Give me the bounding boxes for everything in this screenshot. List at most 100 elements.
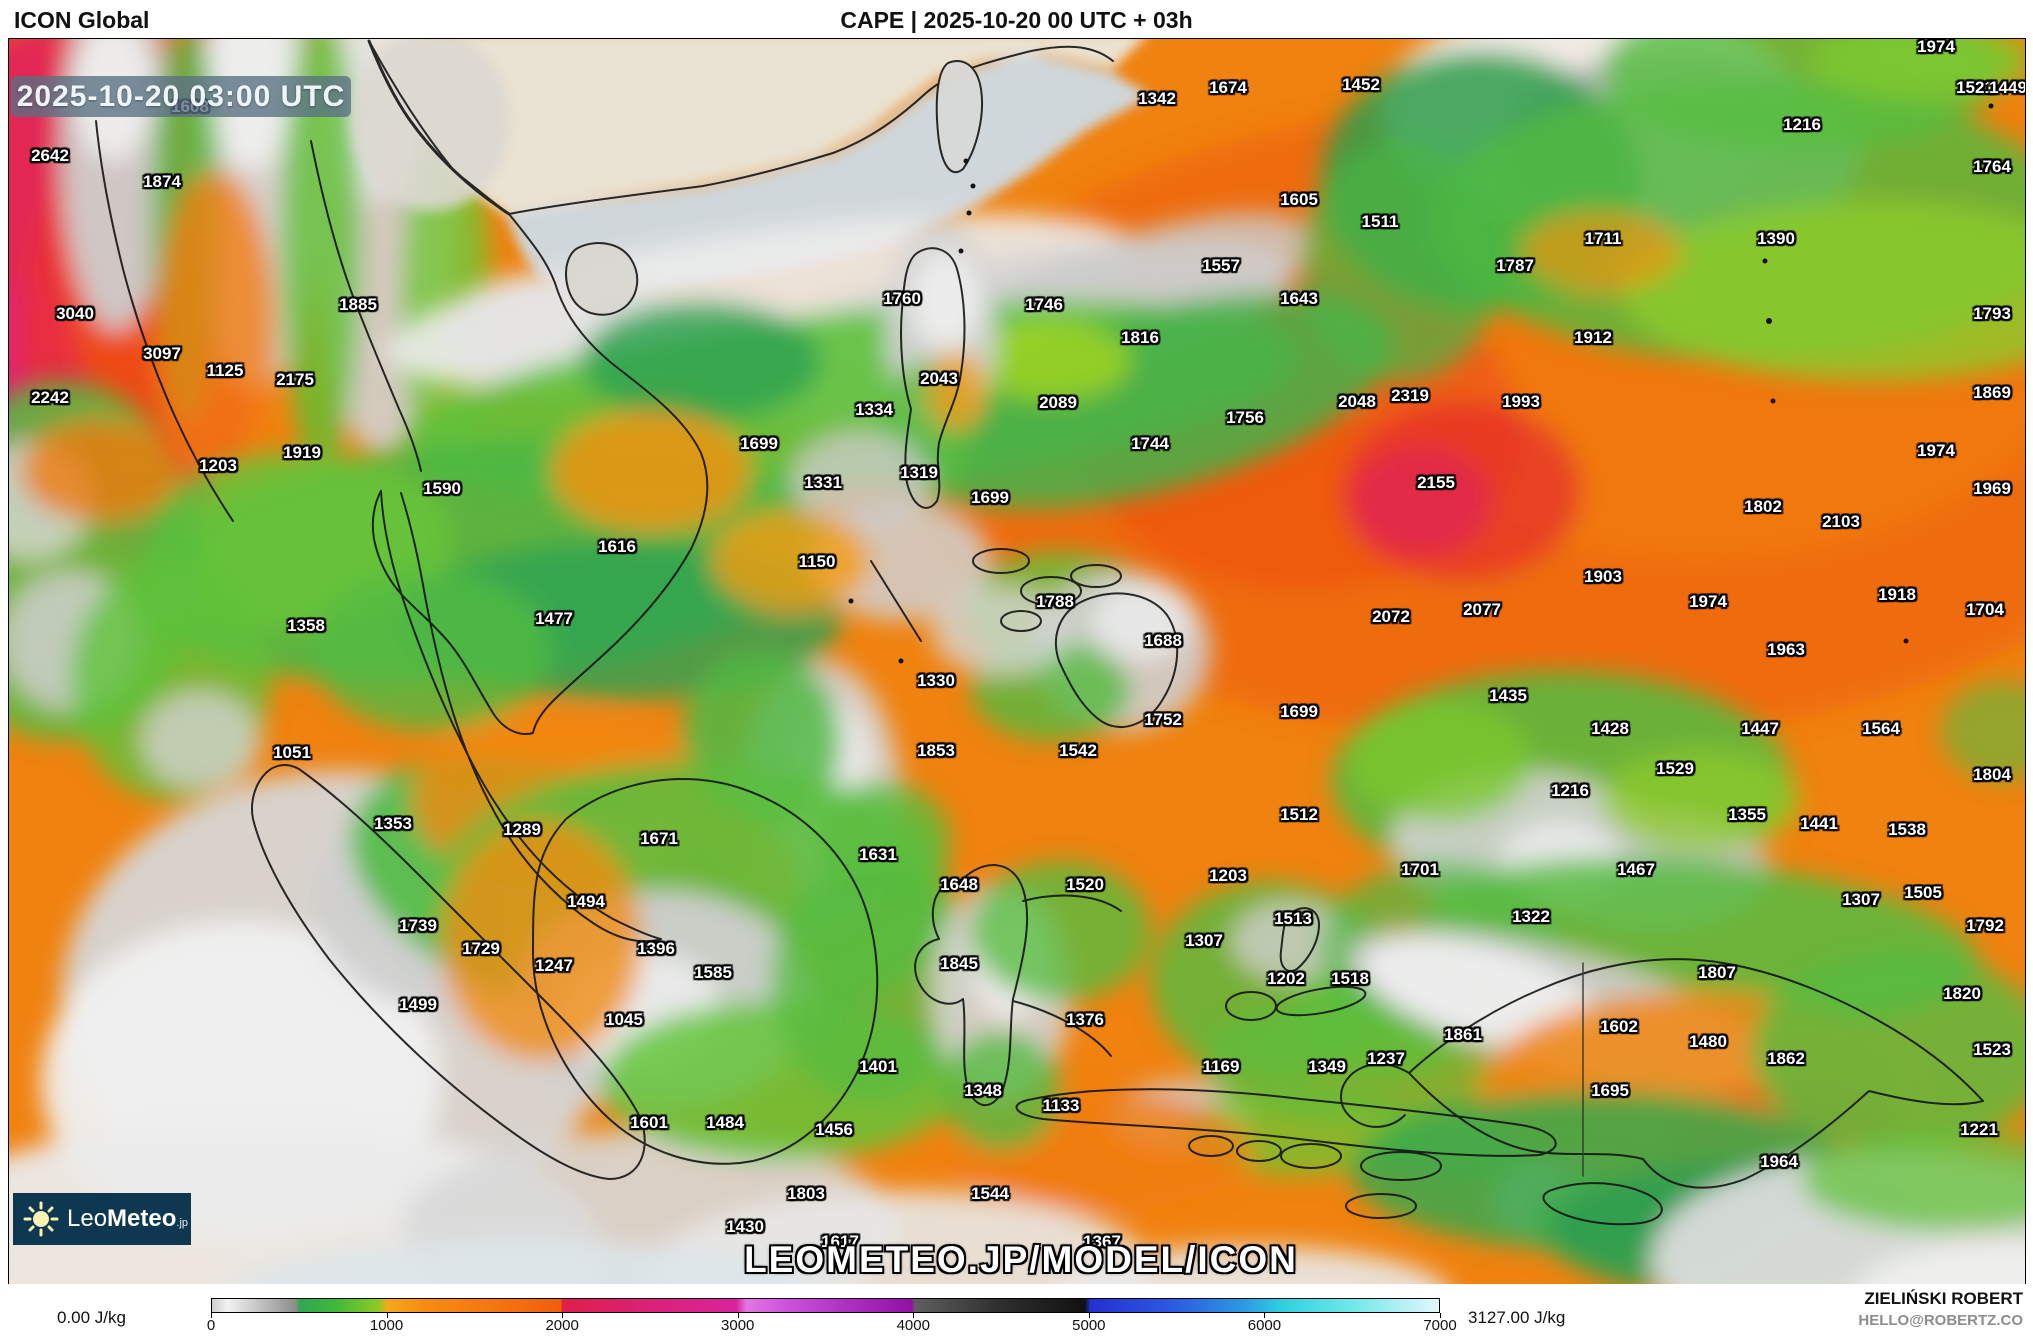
map-value-label: 1449 [1989, 78, 2026, 97]
map-value-label: 1564 [1862, 719, 1900, 738]
map-value-label: 1390 [1757, 229, 1795, 248]
map-value-label: 1756 [1226, 408, 1264, 427]
map-value-label: 1845 [940, 954, 978, 973]
run-title: CAPE | 2025-10-20 00 UTC + 03h [840, 7, 1193, 33]
colorbar-tick-label: 4000 [896, 1317, 930, 1334]
map-value-label: 1974 [1917, 38, 1955, 56]
map-value-label: 3040 [56, 304, 94, 323]
map-value-label: 1760 [883, 289, 921, 308]
cape-colorbar [211, 1298, 1440, 1313]
map-value-label: 1816 [1121, 328, 1159, 347]
cape-field-art [9, 39, 2025, 1284]
timestamp-overlay: 2025-10-20 03:00 UTC [11, 76, 351, 117]
map-value-label: 1125 [206, 361, 244, 380]
map-value-label: 1631 [859, 845, 897, 864]
map-value-label: 1202 [1267, 969, 1305, 988]
map-value-label: 1521 [1956, 78, 1994, 97]
map-value-label: 1803 [787, 1184, 825, 1203]
map-value-label: 1617 [821, 1232, 859, 1251]
map-value-label: 1289 [503, 820, 541, 839]
colorbar-tick-label: 0 [206, 1317, 216, 1334]
map-value-label: 1430 [726, 1217, 764, 1236]
credit-email: HELLO@ROBERTZ.CO [1858, 1312, 2023, 1329]
watermark: LEOMETEO.JP/MODEL/ICON [744, 1239, 1298, 1280]
leometeo-logo: LeoMeteo.jp [13, 1193, 191, 1245]
map-value-label: 1237 [1367, 1049, 1405, 1068]
map-value-label: 1150 [798, 552, 836, 571]
cape-map[interactable]: 1608264218741885304030971125217522421919… [8, 38, 2026, 1285]
map-value-label: 3097 [143, 344, 181, 363]
map-value-label: 2043 [920, 369, 958, 388]
map-value-label: 1918 [1878, 585, 1916, 604]
map-value-label: 1793 [1973, 304, 2011, 323]
map-value-label: 1807 [1698, 963, 1736, 982]
colorbar-tick-mark [562, 1313, 564, 1318]
map-value-label: 1051 [273, 743, 311, 762]
map-value-label: 1203 [199, 456, 237, 475]
map-value-label: 2175 [276, 370, 314, 389]
map-value-label: 1307 [1185, 931, 1223, 950]
map-value-label: 1355 [1728, 805, 1766, 824]
map-value-label: 1542 [1059, 741, 1097, 760]
map-value-label: 1330 [917, 671, 955, 690]
map-value-label: 1358 [287, 616, 325, 635]
map-value-label: 1699 [1280, 702, 1318, 721]
map-value-label: 1133 [1042, 1096, 1080, 1115]
colorbar-tick-mark [1088, 1313, 1090, 1318]
map-value-label: 1511 [1361, 212, 1399, 231]
map-value-label: 1674 [1209, 78, 1247, 97]
map-value-label: 1396 [637, 939, 675, 958]
map-value-label: 1746 [1025, 295, 1063, 314]
map-value-label: 1331 [804, 473, 842, 492]
map-value-label: 1701 [1401, 860, 1439, 879]
map-value-label: 1523 [1973, 1040, 2011, 1059]
map-value-label: 1602 [1600, 1017, 1638, 1036]
map-value-label: 1334 [855, 400, 893, 419]
map-value-label: 1247 [535, 956, 573, 975]
map-value-label: 1585 [694, 963, 732, 982]
map-value-label: 1964 [1760, 1152, 1798, 1171]
map-value-label: 1820 [1943, 984, 1981, 1003]
map-value-label: 2048 [1338, 392, 1376, 411]
map-value-label: 1477 [535, 609, 573, 628]
map-value-label: 1529 [1656, 759, 1694, 778]
map-value-label: 1969 [1973, 479, 2011, 498]
map-value-label: 1616 [598, 537, 636, 556]
map-value-label: 1711 [1584, 229, 1622, 248]
map-value-label: 1671 [640, 829, 678, 848]
map-value-label: 1862 [1767, 1049, 1805, 1068]
map-value-label: 2155 [1417, 473, 1455, 492]
map-value-label: 1428 [1591, 719, 1629, 738]
map-value-label: 1861 [1444, 1025, 1482, 1044]
map-value-label: 2642 [31, 146, 69, 165]
map-value-label: 1963 [1767, 640, 1805, 659]
map-value-label: 1307 [1842, 890, 1880, 909]
map-value-label: 1480 [1689, 1032, 1727, 1051]
map-value-label: 1792 [1966, 916, 2004, 935]
logo-text: LeoMeteo.jp [67, 1205, 189, 1232]
map-value-label: 1695 [1591, 1081, 1629, 1100]
map-value-label: 1322 [1512, 907, 1550, 926]
map-value-label: 1499 [399, 995, 437, 1014]
map-value-label: 1447 [1741, 719, 1779, 738]
map-value-label: 1367 [1083, 1232, 1121, 1251]
map-value-label: 1452 [1342, 75, 1380, 94]
map-value-label: 1903 [1584, 567, 1622, 586]
map-value-label: 1467 [1617, 860, 1655, 879]
colorbar-tick-label: 7000 [1423, 1317, 1457, 1334]
map-value-label: 1643 [1280, 289, 1318, 308]
map-value-label: 1349 [1308, 1057, 1346, 1076]
map-value-label: 1520 [1066, 875, 1104, 894]
map-value-label: 1319 [900, 463, 938, 482]
cape-max-value: 3127.00 J/kg [1468, 1308, 1566, 1327]
colorbar-tick-mark [737, 1313, 739, 1318]
map-value-label: 1484 [706, 1113, 744, 1132]
map-value-label: 1869 [1973, 383, 2011, 402]
map-value-label: 1752 [1144, 710, 1182, 729]
map-value-label: 1605 [1280, 190, 1318, 209]
map-value-label: 1804 [1973, 765, 2011, 784]
header-bar: ICON Global CAPE | 2025-10-20 00 UTC + 0… [0, 0, 2033, 38]
map-value-label: 1885 [339, 295, 377, 314]
map-value-label: 1401 [859, 1057, 897, 1076]
